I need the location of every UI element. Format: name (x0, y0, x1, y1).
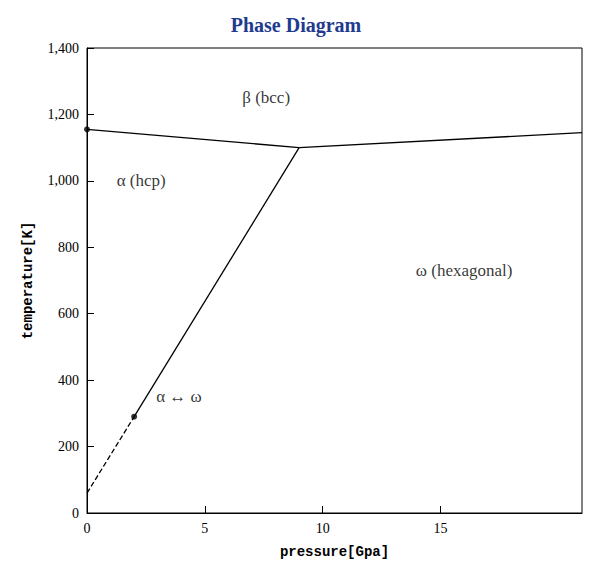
svg-text:800: 800 (58, 240, 79, 255)
svg-text:Phase Diagram: Phase Diagram (231, 14, 362, 37)
svg-text:5: 5 (201, 521, 208, 536)
svg-text:α ↔ ω: α ↔ ω (156, 387, 202, 406)
svg-text:temperature[K]: temperature[K] (20, 222, 36, 340)
svg-text:β (bcc): β (bcc) (242, 88, 290, 107)
svg-text:0: 0 (84, 521, 91, 536)
svg-text:600: 600 (58, 306, 79, 321)
svg-text:10: 10 (316, 521, 330, 536)
svg-text:1,000: 1,000 (48, 173, 80, 188)
svg-text:pressure[Gpa]: pressure[Gpa] (280, 544, 389, 560)
svg-text:1,200: 1,200 (48, 107, 80, 122)
svg-text:1,400: 1,400 (48, 41, 80, 56)
svg-text:α (hcp): α (hcp) (117, 171, 166, 190)
svg-text:0: 0 (72, 506, 79, 521)
svg-text:15: 15 (434, 521, 448, 536)
svg-text:ω (hexagonal): ω (hexagonal) (416, 261, 513, 280)
svg-text:400: 400 (58, 373, 79, 388)
svg-text:200: 200 (58, 439, 79, 454)
